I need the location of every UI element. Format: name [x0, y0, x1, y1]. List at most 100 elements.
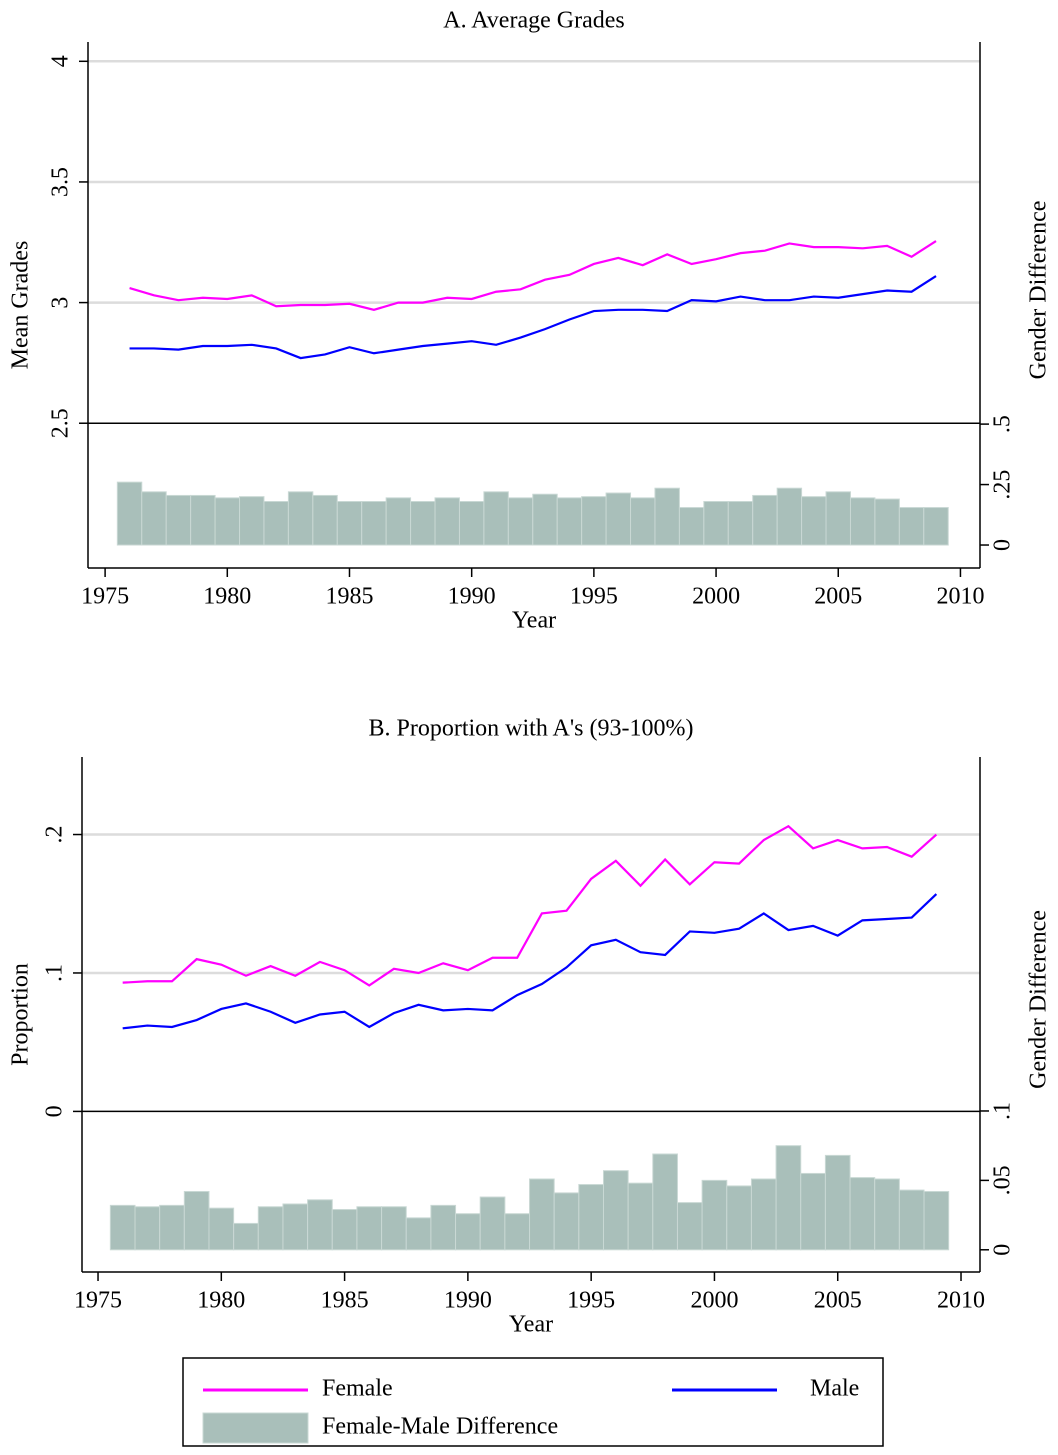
x-tick-label: 2000: [692, 584, 740, 610]
x-tick-label: 1985: [325, 584, 373, 610]
bar: [507, 497, 534, 546]
x-tick-label: 1975: [74, 1288, 122, 1314]
line: [129, 275, 937, 360]
y2-axis-title: Gender Difference: [1026, 201, 1052, 380]
y-axis-title: Mean Grades: [8, 241, 34, 370]
bar: [529, 1178, 555, 1251]
bar: [361, 500, 387, 546]
bar: [923, 1190, 950, 1251]
bar: [257, 1206, 284, 1251]
x-tick-label: 1975: [81, 584, 129, 610]
y2-tick-label: 0: [990, 539, 1016, 551]
bar: [336, 500, 363, 546]
bar: [801, 496, 827, 546]
legend-label: Male: [810, 1376, 859, 1402]
bar: [410, 500, 436, 546]
bar: [800, 1172, 826, 1251]
bar: [652, 1153, 678, 1251]
x-tick-label: 1990: [444, 1288, 492, 1314]
bar: [307, 1199, 333, 1251]
bar: [775, 1145, 802, 1251]
bar: [556, 497, 583, 546]
bar: [190, 494, 216, 546]
bar: [676, 1202, 703, 1251]
x-tick-label: 2005: [814, 584, 862, 610]
bar: [532, 493, 558, 546]
x-tick-label: 2000: [690, 1288, 738, 1314]
x-tick-label: 1995: [570, 584, 618, 610]
bar: [116, 481, 143, 546]
bar: [824, 1154, 851, 1251]
y-tick-label: .2: [42, 826, 68, 844]
y-tick-label: 3.5: [48, 167, 74, 197]
bar: [287, 491, 314, 546]
y-axis-title: Proportion: [8, 963, 34, 1066]
bar: [849, 1177, 876, 1251]
legend-label: Female: [322, 1376, 393, 1402]
line: [122, 824, 938, 987]
bar: [385, 497, 412, 546]
bar: [726, 1185, 752, 1251]
legend-swatch: [202, 1412, 309, 1444]
legend-label: Female-Male Difference: [322, 1414, 558, 1440]
bar: [849, 497, 876, 546]
x-tick-label: 1985: [321, 1288, 369, 1314]
bar: [356, 1206, 383, 1251]
line: [129, 240, 937, 311]
bar: [183, 1190, 210, 1251]
bar: [483, 491, 509, 546]
bar: [331, 1209, 358, 1251]
chart-title: B. Proportion with A's (93-100%): [369, 716, 694, 742]
legend: Female Male Female-Male Difference: [182, 1357, 884, 1447]
y2-tick-label: .1: [990, 1102, 1016, 1120]
bar: [602, 1170, 629, 1251]
y-tick-label: 2.5: [48, 408, 74, 438]
bar: [165, 494, 192, 546]
bar: [134, 1206, 161, 1251]
bar: [654, 487, 680, 546]
panel: A. Average Grades 2.5 3 3.5 4 0 .25 .5 1975 1980 1…: [8, 8, 1052, 634]
bar: [678, 507, 705, 546]
x-tick-label: 1990: [448, 584, 496, 610]
x-axis-title: Year: [512, 608, 556, 634]
y-tick-label: 4: [48, 55, 74, 67]
bar: [627, 1182, 654, 1251]
bar: [455, 1213, 481, 1251]
bar: [750, 1178, 777, 1251]
chart-title: A. Average Grades: [443, 8, 624, 34]
bar: [581, 496, 607, 546]
x-tick-label: 2010: [937, 1288, 985, 1314]
line: [122, 893, 938, 1030]
bar: [479, 1196, 506, 1251]
bar: [141, 491, 167, 546]
bar: [898, 1189, 925, 1251]
bar: [109, 1204, 136, 1251]
x-tick-label: 1995: [567, 1288, 615, 1314]
bar: [776, 487, 803, 546]
bar: [312, 494, 338, 546]
bar: [727, 500, 754, 546]
y2-tick-label: .25: [990, 470, 1016, 500]
bar: [159, 1204, 185, 1251]
bar: [434, 497, 460, 546]
y2-tick-label: .5: [990, 415, 1016, 433]
panel: B. Proportion with A's (93-100%) 0 .1 .2 0 .0…: [8, 716, 1052, 1338]
x-tick-label: 1980: [197, 1288, 245, 1314]
bar: [578, 1184, 604, 1251]
bar: [605, 492, 632, 546]
bar: [701, 1179, 728, 1251]
y-tick-label: .1: [42, 964, 68, 982]
x-axis-title: Year: [509, 1312, 553, 1338]
bar: [630, 497, 656, 546]
y2-tick-label: .05: [990, 1165, 1016, 1195]
bar: [214, 497, 241, 546]
bar: [874, 1178, 900, 1251]
x-tick-label: 1980: [203, 584, 251, 610]
bar: [923, 507, 949, 546]
bar: [405, 1217, 432, 1251]
bar: [752, 494, 778, 546]
bar: [553, 1192, 580, 1251]
bar: [874, 498, 900, 546]
